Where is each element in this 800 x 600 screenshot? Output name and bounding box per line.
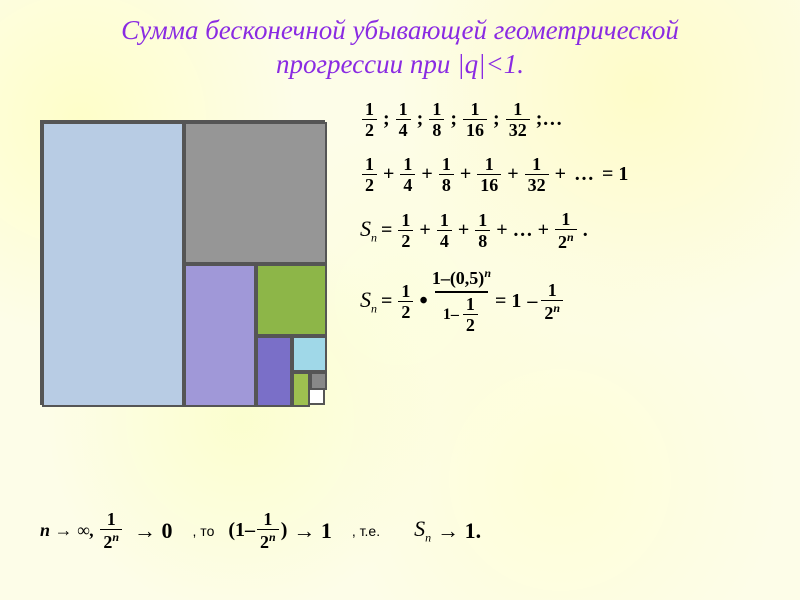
eq-sign: = [381,219,392,242]
bot-prefix: 1– [443,306,459,324]
n-to-inf: n → ∞, [40,520,94,541]
lim-frac-2: 12n [257,510,279,551]
frac-1-4: 14 [437,211,452,250]
eq-sign-2: = [381,290,392,313]
minus-last: – [527,290,537,313]
sum-sep-1: + [421,163,432,186]
diagram-rect-7 [310,372,327,390]
seq-frac-4: 132 [506,100,530,139]
frac-1-8: 18 [475,211,490,250]
sn-partial-sum: Sn = 12 + 14 + 18 + … + 12n . [360,210,770,251]
then-text: , то [193,523,215,539]
sn-sub: n [371,230,377,244]
lim-frac-1: 12n [100,510,122,551]
seq-sep-3: ; [493,108,500,131]
sequence-row: 12;14;18;116;132;… [360,100,770,139]
sn-S2: S [360,287,371,312]
diagram-rect-6 [292,372,310,407]
title-line-1: Сумма бесконечной убывающей геометрическ… [0,14,800,48]
ie-text: , т.е. [352,523,380,539]
sn-S: S [360,216,371,241]
seq-sep-0: ; [383,108,390,131]
sum-frac-4: 132 [525,155,549,194]
sum-frac-3: 116 [477,155,501,194]
sum-sep-0: + [383,163,394,186]
frac-1-2n: 12n [555,210,577,251]
sum-ellipsis: … [574,163,594,186]
formula-block: 12;14;18;116;132;… 12+14+18+116+132+…= 1… [360,100,770,352]
sum-eq-one: = 1 [602,163,628,186]
seq-frac-1: 14 [396,100,411,139]
arrow-1: → 0 [134,518,173,544]
arrow-2: → 1 [293,518,332,544]
bot-half: 12 [463,295,478,334]
frac-1-2n-b: 12n [541,281,563,322]
half-frac: 12 [398,282,413,321]
diagram-rect-5 [292,336,327,372]
sum-frac-1: 14 [400,155,415,194]
geometric-square-diagram [40,120,325,405]
diagram-rect-4 [256,336,292,407]
arrow-3: → 1. [437,518,481,544]
paren-close: ) [281,519,288,542]
diagram-rect-1 [184,122,327,264]
geom-ratio-frac: 1–(0,5)n 1– 12 [432,267,491,336]
diagram-rect-2 [184,264,256,407]
paren-open: (1– [228,519,255,542]
period: . [583,219,588,242]
seq-frac-0: 12 [362,100,377,139]
seq-sep-2: ; [450,108,457,131]
sum-sep-3: + [507,163,518,186]
seq-frac-3: 116 [463,100,487,139]
plus-1: + [419,219,430,242]
sum-equals-one: 12 +14 +18 +116 +132 + … = 1 [360,155,770,194]
closed-form-row: Sn = 12 • 1–(0,5)n 1– 12 = 1 – 12n [360,267,770,336]
seq-sep-4: ;… [536,108,563,131]
diagram-rect-0 [42,122,184,407]
seq-sep-1: ; [417,108,424,131]
title-line-2: прогрессии при |q|<1. [0,48,800,82]
plus-2: + [458,219,469,242]
frac-1-2: 12 [398,211,413,250]
dot-op: • [419,288,427,315]
sum-sep-4: + [555,163,566,186]
sum-frac-0: 12 [362,155,377,194]
sn-limit: Sn [414,516,431,545]
sum-sep-2: + [460,163,471,186]
diagram-rect-3 [256,264,327,336]
sn-sub2: n [371,301,377,315]
eq-one: = 1 [495,290,521,313]
limit-row: n → ∞, 12n → 0 , то (1– 12n ) → 1 , т.е.… [40,510,487,551]
seq-frac-2: 18 [429,100,444,139]
sum-frac-2: 18 [439,155,454,194]
ellipsis-op: + … + [496,219,549,242]
slide-title: Сумма бесконечной убывающей геометрическ… [0,14,800,82]
